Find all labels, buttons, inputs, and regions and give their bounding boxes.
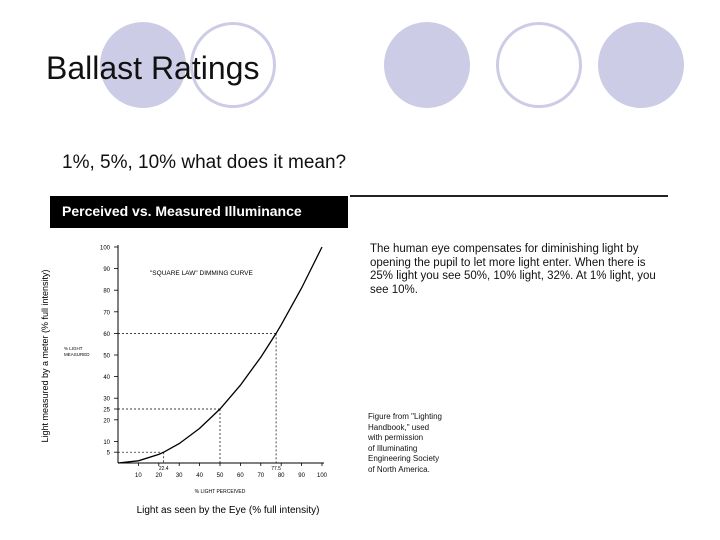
y-tick-label: 5 [107,451,111,457]
x-inner-label: % LIGHT PERCEIVED [195,489,246,495]
y-inner-label: MEASURED [64,352,90,357]
x-tick-extra-label: 77.5 [271,466,281,472]
x-tick-label: 90 [298,473,305,479]
y-axis-label: Light measured by a meter (% full intens… [40,269,50,442]
x-tick-extra-label: 22.4 [159,466,169,472]
slide-title: Ballast Ratings [46,50,260,86]
decorative-circle-5 [598,22,684,108]
slide-subtitle: 1%, 5%, 10% what does it mean? [62,152,347,173]
figure-note: The human eye compensates for diminishin… [370,243,656,296]
x-tick-label: 40 [196,473,203,479]
chart-curve [117,246,323,464]
x-tick-label: 70 [257,473,264,479]
y-tick-label: 60 [103,332,110,338]
x-tick-label: 80 [278,473,285,479]
figure-credit: Figure from "Lighting Handbook," used with… [368,412,478,475]
x-tick-label: 100 [317,473,328,479]
chart-labels: 5 10 20 25 30 40 50 60 70 80 90 100 10 20 30 40 50 60 70 80… [40,246,328,517]
y-tick-label: 90 [103,267,110,273]
y-tick-label: 50 [103,354,110,360]
credit-line: Engineering Society [368,454,440,463]
x-tick-label: 30 [176,473,183,479]
credit-line: with permission [368,433,424,442]
y-tick-label: 100 [100,246,111,252]
figure-rule [350,195,668,197]
credit-line: of Illuminating [368,443,418,453]
decorative-circle-3 [384,22,470,108]
chart-guides [118,333,277,463]
y-tick-label: 40 [103,375,110,381]
series-line [117,246,323,464]
x-tick-label: 20 [155,473,162,479]
y-tick-label: 70 [103,310,110,316]
y-tick-label: 10 [103,440,110,446]
chart-axes [114,245,324,466]
y-tick-label: 25 [103,408,110,414]
chart-annotation: "SQUARE LAW" DIMMING CURVE [150,270,254,277]
decorative-circle-1 [100,22,186,108]
x-tick-label: 10 [135,473,142,479]
y-tick-label: 30 [103,397,110,403]
credit-line: of North America. [368,464,430,474]
figure-header: Perceived vs. Measured Illuminance [50,196,348,228]
y-inner-label: % LIGHT [64,346,83,351]
credit-line: Figure from "Lighting [368,412,442,421]
x-tick-label: 60 [237,473,244,479]
x-tick-label: 50 [217,473,224,479]
credit-line: Handbook," used [368,422,430,432]
decorative-circle-2 [190,22,276,108]
y-tick-label: 20 [103,418,110,424]
y-tick-label: 80 [103,289,110,295]
x-axis-label: Light as seen by the Eye (% full intensi… [137,505,320,516]
decorative-circle-4 [496,22,582,108]
figure-header-text: Perceived vs. Measured Illuminance [62,203,302,219]
